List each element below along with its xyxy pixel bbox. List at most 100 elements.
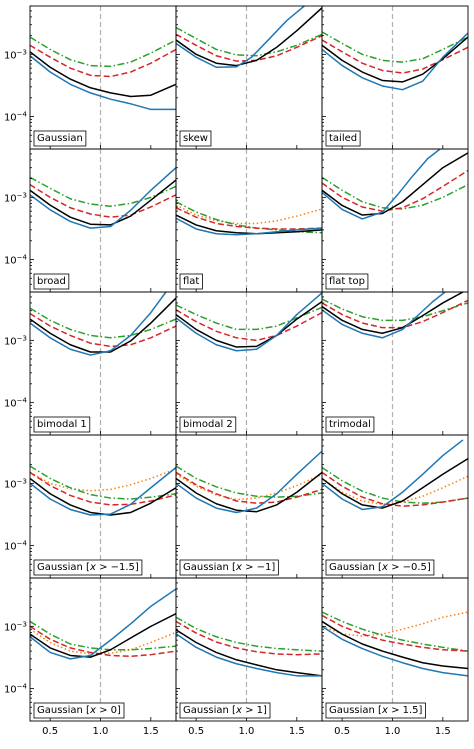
panel-label: bimodal 1 xyxy=(37,419,87,430)
series-green-dashdot xyxy=(30,465,176,500)
x-tick-label: 1.0 xyxy=(239,726,255,737)
series-black-solid xyxy=(176,301,322,348)
panel-5: flat xyxy=(175,148,323,293)
panel-frame xyxy=(175,291,323,436)
series-green-dashdot xyxy=(322,31,468,63)
panel-frame xyxy=(321,5,469,150)
y-tick-label: 10−3 xyxy=(4,477,27,490)
panel-label-box xyxy=(33,702,125,719)
panel-9: trimodal xyxy=(321,291,469,436)
panel-label-box xyxy=(179,130,212,147)
panel-label-box xyxy=(33,273,70,290)
panel-label-box xyxy=(179,273,203,290)
series-green-dashdot xyxy=(30,176,176,207)
panel-label-box xyxy=(33,416,91,433)
y-tick-label: 10−3 xyxy=(4,191,27,204)
panel-label: Gaussian [x > 0] xyxy=(37,705,121,716)
y-tick-label: 10−4 xyxy=(4,111,28,124)
series-red-dashed xyxy=(30,184,176,218)
series-blue-solid xyxy=(176,217,322,236)
y-tick-label: 10−3 xyxy=(4,620,27,633)
panel-frame xyxy=(29,148,177,293)
y-tick-label: 10−4 xyxy=(4,540,28,553)
series-red-dashed xyxy=(176,33,322,62)
series-red-dashed xyxy=(30,312,176,348)
panel-frame xyxy=(29,434,177,579)
series-blue-solid xyxy=(30,588,176,660)
series-blue-solid xyxy=(30,466,176,516)
series-green-dashdot xyxy=(176,304,322,331)
panel-label-box xyxy=(179,559,279,576)
series-orange-dotted xyxy=(30,468,176,492)
x-tick-label: 0.5 xyxy=(334,726,350,737)
series-black-solid xyxy=(322,292,464,335)
panel-2: skew xyxy=(175,5,323,150)
panel-label-box xyxy=(33,130,87,147)
series-blue-solid xyxy=(30,292,167,356)
series-blue-solid xyxy=(176,292,322,352)
series-green-dashdot xyxy=(322,611,468,652)
panel-label-box xyxy=(33,559,143,576)
panel-label: Gaussian [x > −1] xyxy=(183,562,275,573)
panel-frame xyxy=(321,291,469,436)
series-black-solid xyxy=(176,629,322,677)
panel-label-box xyxy=(325,273,369,290)
series-black-solid xyxy=(30,51,176,98)
series-green-dashdot xyxy=(176,616,322,652)
panel-13: 10−4 10−3 0.5 1.0 1.5 Gaussian [x > 0] xyxy=(4,577,177,737)
panel-label: flat top xyxy=(329,276,365,287)
panel-14: 0.5 1.0 1.5 Gaussian [x > 1] xyxy=(175,577,323,737)
series-blue-solid xyxy=(176,633,322,677)
panel-11: Gaussian [x > −1] xyxy=(175,434,323,579)
panel-3: tailed xyxy=(321,5,469,150)
panel-label: trimodal xyxy=(329,419,371,430)
y-tick-label: 10−4 xyxy=(4,254,28,267)
panel-label: flat xyxy=(183,276,199,287)
series-red-dashed xyxy=(322,299,468,329)
panel-label: Gaussian [x > 1] xyxy=(183,705,267,716)
series-orange-dotted xyxy=(30,628,176,655)
series-green-dashdot xyxy=(30,307,176,339)
panel-label-box xyxy=(325,416,375,433)
panel-7: 10−4 10−3 bimodal 1 xyxy=(4,291,177,436)
panel-8: bimodal 2 xyxy=(175,291,323,436)
series-black-solid xyxy=(322,36,468,83)
series-red-dashed xyxy=(322,169,468,212)
series-red-dashed xyxy=(30,44,176,78)
series-blue-solid xyxy=(176,6,306,69)
panel-label: Gaussian [x > 1.5] xyxy=(329,705,423,716)
series-green-dashdot xyxy=(30,620,176,651)
panel-12: Gaussian [x > −0.5] xyxy=(321,434,469,579)
series-orange-dotted xyxy=(176,473,322,501)
series-black-solid xyxy=(30,297,176,353)
panel-frame xyxy=(175,148,323,293)
series-red-dashed xyxy=(322,471,468,507)
series-green-dashdot xyxy=(176,465,322,498)
x-tick-label: 1.5 xyxy=(435,726,451,737)
series-red-dashed xyxy=(176,207,322,230)
series-blue-solid xyxy=(30,55,176,111)
series-blue-solid xyxy=(322,439,464,511)
panel-frame xyxy=(321,434,469,579)
series-green-dashdot xyxy=(322,176,468,210)
x-tick-label: 0.5 xyxy=(42,726,58,737)
series-black-solid xyxy=(30,613,176,658)
series-blue-solid xyxy=(322,149,442,220)
panel-label-box xyxy=(325,702,426,719)
y-tick-label: 10−3 xyxy=(4,334,27,347)
panel-frame xyxy=(175,434,323,579)
series-blue-solid xyxy=(322,32,468,91)
panel-label: skew xyxy=(183,133,208,144)
series-black-solid xyxy=(30,477,176,516)
panel-frame xyxy=(29,577,177,722)
series-green-dashdot xyxy=(30,36,176,68)
panel-4: 10−4 10−3 broad xyxy=(4,148,177,293)
series-black-solid xyxy=(322,620,468,670)
panel-6: flat top xyxy=(321,148,469,293)
series-red-dashed xyxy=(30,471,176,506)
x-tick-label: 1.5 xyxy=(289,726,305,737)
series-orange-dotted xyxy=(322,611,468,637)
series-red-dashed xyxy=(176,471,322,504)
series-green-dashdot xyxy=(176,26,322,57)
